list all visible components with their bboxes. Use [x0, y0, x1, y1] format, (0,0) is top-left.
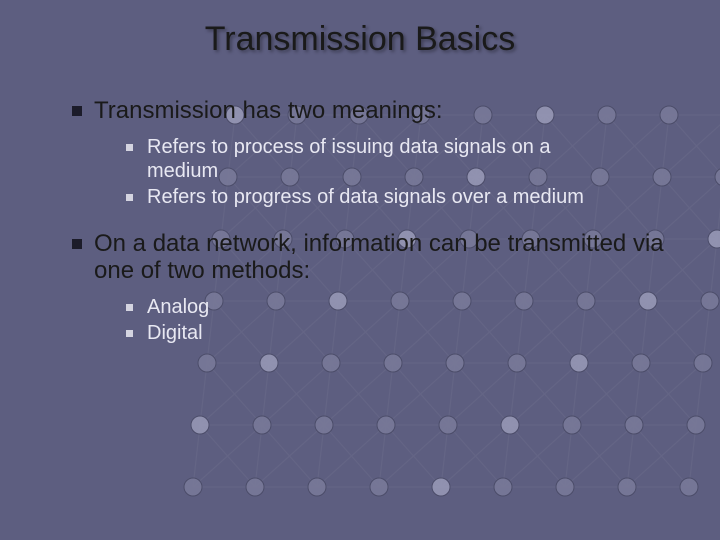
bullet-text: Analog [147, 295, 627, 319]
square-bullet-icon [126, 330, 133, 337]
slide-title: Transmission Basics [0, 0, 720, 59]
sub-bullet-group: Analog Digital [72, 291, 670, 366]
bullet-text: Digital [147, 321, 627, 345]
bullet-level1: Transmission has two meanings: [72, 97, 670, 125]
square-bullet-icon [72, 106, 82, 116]
bullet-level2: Refers to process of issuing data signal… [126, 135, 670, 184]
bullet-text: Transmission has two meanings: [94, 97, 670, 125]
bullet-text: Refers to process of issuing data signal… [147, 135, 627, 184]
bullet-text: On a data network, information can be tr… [94, 230, 670, 285]
square-bullet-icon [72, 239, 82, 249]
bullet-level2: Analog [126, 295, 670, 319]
square-bullet-icon [126, 144, 133, 151]
slide-body: Transmission has two meanings: Refers to… [0, 59, 720, 366]
bullet-level2: Digital [126, 321, 670, 345]
bullet-level2: Refers to progress of data signals over … [126, 185, 670, 209]
square-bullet-icon [126, 304, 133, 311]
slide-content: Transmission Basics Transmission has two… [0, 0, 720, 540]
square-bullet-icon [126, 194, 133, 201]
slide: Transmission Basics Transmission has two… [0, 0, 720, 540]
bullet-level1: On a data network, information can be tr… [72, 230, 670, 285]
sub-bullet-group: Refers to process of issuing data signal… [72, 131, 670, 230]
bullet-text: Refers to progress of data signals over … [147, 185, 627, 209]
